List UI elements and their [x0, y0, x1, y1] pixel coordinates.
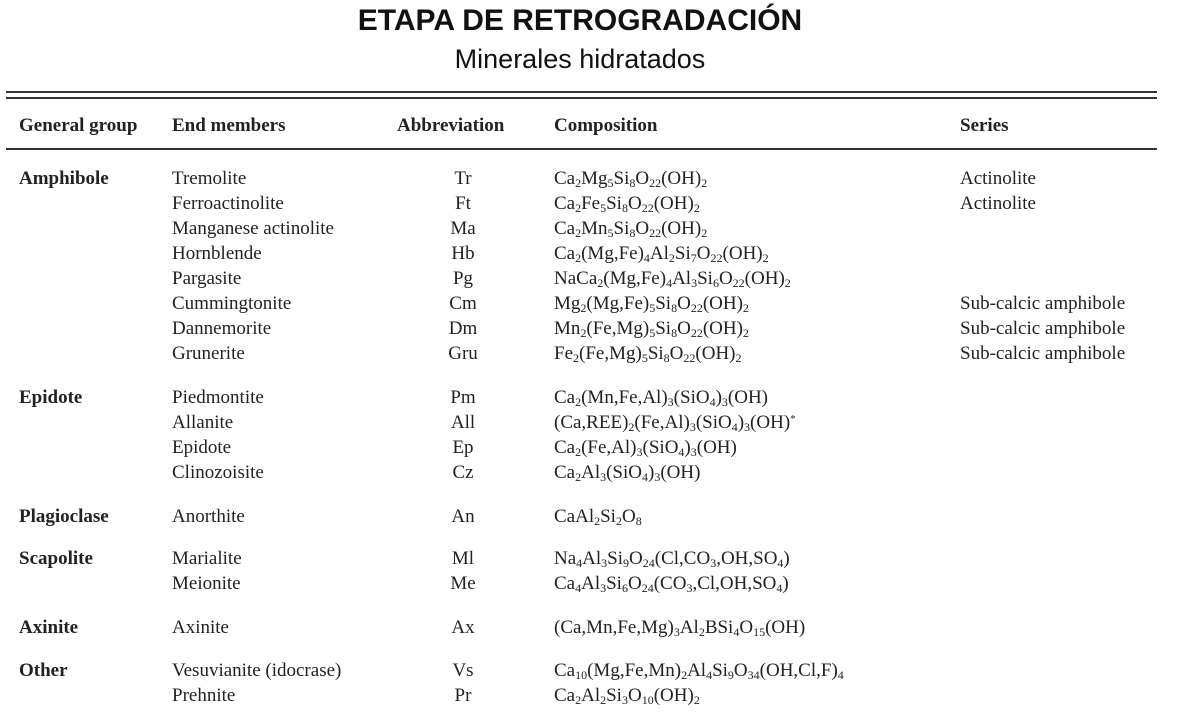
- abbreviation-cell: Vs: [452, 660, 474, 681]
- group-label: Epidote: [19, 387, 83, 408]
- end-member-cell: Cummingtonite: [172, 293, 292, 314]
- abbreviation-cell: All: [450, 412, 476, 433]
- abbreviation-cell: Hb: [451, 243, 475, 264]
- composition-cell: Fe2(Fe,Mg)5Si8O22(OH)2: [554, 343, 742, 365]
- end-member-cell: Piedmontite: [172, 387, 264, 408]
- page-title: ETAPA DE RETROGRADACIÓN: [357, 4, 803, 37]
- abbreviation-cell: Me: [450, 573, 476, 594]
- page-subtitle: Minerales hidratados: [454, 44, 706, 74]
- composition-cell: Ca2Mn5Si8O22(OH)2: [554, 218, 708, 240]
- abbreviation-cell: Tr: [454, 168, 472, 189]
- composition-cell: Ca2Al2Si3O10(OH)2: [554, 685, 700, 707]
- series-cell: Sub-calcic amphibole: [960, 343, 1126, 364]
- header-abbreviation: Abbreviation: [397, 115, 505, 136]
- end-member-cell: Axinite: [172, 617, 229, 638]
- abbreviation-cell: Cz: [452, 462, 474, 483]
- end-member-cell: Prehnite: [172, 685, 236, 706]
- end-member-cell: Allanite: [172, 412, 234, 433]
- series-cell: Actinolite: [960, 168, 1036, 189]
- end-member-cell: Tremolite: [172, 168, 247, 189]
- composition-cell: Ca2(Mn,Fe,Al)3(SiO4)3(OH): [554, 387, 769, 409]
- abbreviation-cell: Dm: [448, 318, 478, 339]
- composition-cell: Mn2(Fe,Mg)5Si8O22(OH)2: [554, 318, 749, 340]
- group-label: Other: [19, 660, 68, 681]
- table-top-rule: [6, 91, 1157, 93]
- composition-cell: CaAl2Si2O8: [554, 506, 642, 528]
- composition-cell: (Ca,REE)2(Fe,Al)3(SiO4)3(OH)*: [554, 412, 796, 434]
- composition-cell: Ca10(Mg,Fe,Mn)2Al4Si9O34(OH,Cl,F)4: [554, 660, 844, 682]
- composition-cell: NaCa2(Mg,Fe)4Al3Si6O22(OH)2: [554, 268, 791, 290]
- table-header-rule: [6, 148, 1157, 150]
- abbreviation-cell: Pr: [454, 685, 472, 706]
- composition-cell: Ca2(Mg,Fe)4Al2Si7O22(OH)2: [554, 243, 769, 265]
- end-member-cell: Ferroactinolite: [172, 193, 284, 214]
- composition-cell: Ca2(Fe,Al)3(SiO4)3(OH): [554, 437, 737, 459]
- header-series: Series: [960, 115, 1009, 136]
- group-label: Amphibole: [19, 168, 109, 189]
- end-member-cell: Vesuvianite (idocrase): [172, 660, 342, 681]
- abbreviation-cell: Ml: [451, 548, 475, 569]
- abbreviation-cell: Ep: [452, 437, 474, 458]
- abbreviation-cell: An: [451, 506, 475, 527]
- end-member-cell: Pargasite: [172, 268, 242, 289]
- end-member-cell: Hornblende: [172, 243, 262, 264]
- end-member-cell: Anorthite: [172, 506, 245, 527]
- series-cell: Sub-calcic amphibole: [960, 318, 1126, 339]
- end-member-cell: Meionite: [172, 573, 241, 594]
- abbreviation-cell: Ft: [455, 193, 471, 214]
- group-label: Scapolite: [19, 548, 93, 569]
- abbreviation-cell: Pm: [450, 387, 476, 408]
- series-cell: Sub-calcic amphibole: [960, 293, 1126, 314]
- abbreviation-cell: Gru: [448, 343, 478, 364]
- abbreviation-cell: Ma: [450, 218, 476, 239]
- header-end-members: End members: [172, 115, 286, 136]
- composition-cell: Na4Al3Si9O24(Cl,CO3,OH,SO4): [554, 548, 790, 570]
- composition-cell: Ca2Mg5Si8O22(OH)2: [554, 168, 708, 190]
- group-label: Axinite: [19, 617, 79, 638]
- header-general-group: General group: [19, 115, 138, 136]
- group-label: Plagioclase: [19, 506, 109, 527]
- composition-cell: Ca2Fe5Si8O22(OH)2: [554, 193, 700, 215]
- abbreviation-cell: Pg: [452, 268, 474, 289]
- header-composition: Composition: [554, 115, 658, 136]
- end-member-cell: Grunerite: [172, 343, 245, 364]
- end-member-cell: Epidote: [172, 437, 232, 458]
- composition-cell: Mg2(Mg,Fe)5Si8O22(OH)2: [554, 293, 749, 315]
- table-top-rule: [6, 97, 1157, 99]
- composition-cell: (Ca,Mn,Fe,Mg)3Al2BSi4O15(OH): [554, 617, 806, 639]
- composition-cell: Ca2Al3(SiO4)3(OH): [554, 462, 701, 484]
- end-member-cell: Clinozoisite: [172, 462, 264, 483]
- end-member-cell: Dannemorite: [172, 318, 272, 339]
- end-member-cell: Marialite: [172, 548, 242, 569]
- composition-cell: Ca4Al3Si6O24(CO3,Cl,OH,SO4): [554, 573, 789, 595]
- abbreviation-cell: Ax: [451, 617, 475, 638]
- abbreviation-cell: Cm: [449, 293, 477, 314]
- series-cell: Actinolite: [960, 193, 1036, 214]
- end-member-cell: Manganese actinolite: [172, 218, 334, 239]
